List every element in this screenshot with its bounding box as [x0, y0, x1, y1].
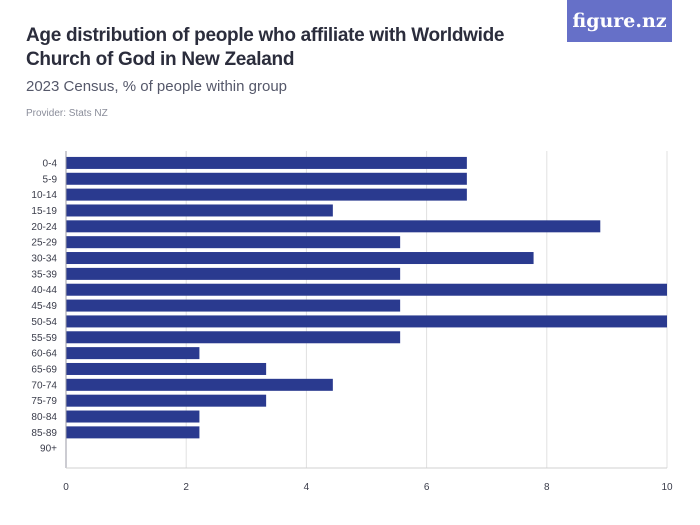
x-tick-label: 6	[424, 482, 430, 493]
bar	[66, 267, 401, 280]
y-tick-label: 70-74	[31, 380, 57, 391]
y-tick-label: 60-64	[31, 349, 57, 360]
bar	[66, 204, 333, 217]
y-tick-label: 85-89	[31, 428, 57, 439]
x-tick-label: 2	[183, 482, 189, 493]
y-tick-label: 50-54	[31, 317, 57, 328]
bar	[66, 331, 401, 344]
y-tick-label: 25-29	[31, 238, 57, 249]
bar	[66, 188, 467, 201]
chart-title: Age distribution of people who affiliate…	[26, 25, 505, 70]
y-tick-label: 75-79	[31, 396, 57, 407]
y-tick-label: 5-9	[43, 174, 58, 185]
bar	[66, 236, 401, 249]
bar	[66, 172, 467, 185]
bar	[66, 394, 267, 407]
y-tick-label: 40-44	[31, 285, 57, 296]
bar	[66, 220, 601, 233]
logo-text: figure.nz	[572, 10, 667, 32]
bar	[66, 299, 401, 312]
y-tick-label: 0-4	[43, 158, 58, 169]
x-tick-label: 8	[544, 482, 550, 493]
bar	[66, 315, 667, 328]
y-tick-label: 90+	[40, 444, 57, 455]
y-tick-label: 80-84	[31, 412, 57, 423]
chart-subtitle: 2023 Census, % of people within group	[26, 78, 288, 95]
y-tick-label: 35-39	[31, 269, 57, 280]
y-tick-label: 65-69	[31, 364, 57, 375]
y-tick-label: 55-59	[31, 333, 57, 344]
bar	[66, 347, 200, 360]
bar	[66, 426, 200, 439]
x-tick-label: 0	[63, 482, 69, 493]
y-tick-label: 15-19	[31, 206, 57, 217]
x-tick-label: 10	[661, 482, 673, 493]
bar	[66, 378, 333, 391]
bar	[66, 283, 667, 296]
y-tick-label: 30-34	[31, 254, 57, 265]
bar	[66, 410, 200, 423]
bar	[66, 362, 267, 375]
y-tick-label: 45-49	[31, 301, 57, 312]
bar	[66, 156, 467, 169]
y-tick-label: 20-24	[31, 222, 57, 233]
bar	[66, 252, 534, 265]
provider-label: Provider: Stats NZ	[26, 108, 108, 119]
x-tick-label: 4	[304, 482, 310, 493]
figure-nz-logo[interactable]: figure.nz	[567, 0, 672, 42]
y-tick-label: 10-14	[31, 190, 57, 201]
